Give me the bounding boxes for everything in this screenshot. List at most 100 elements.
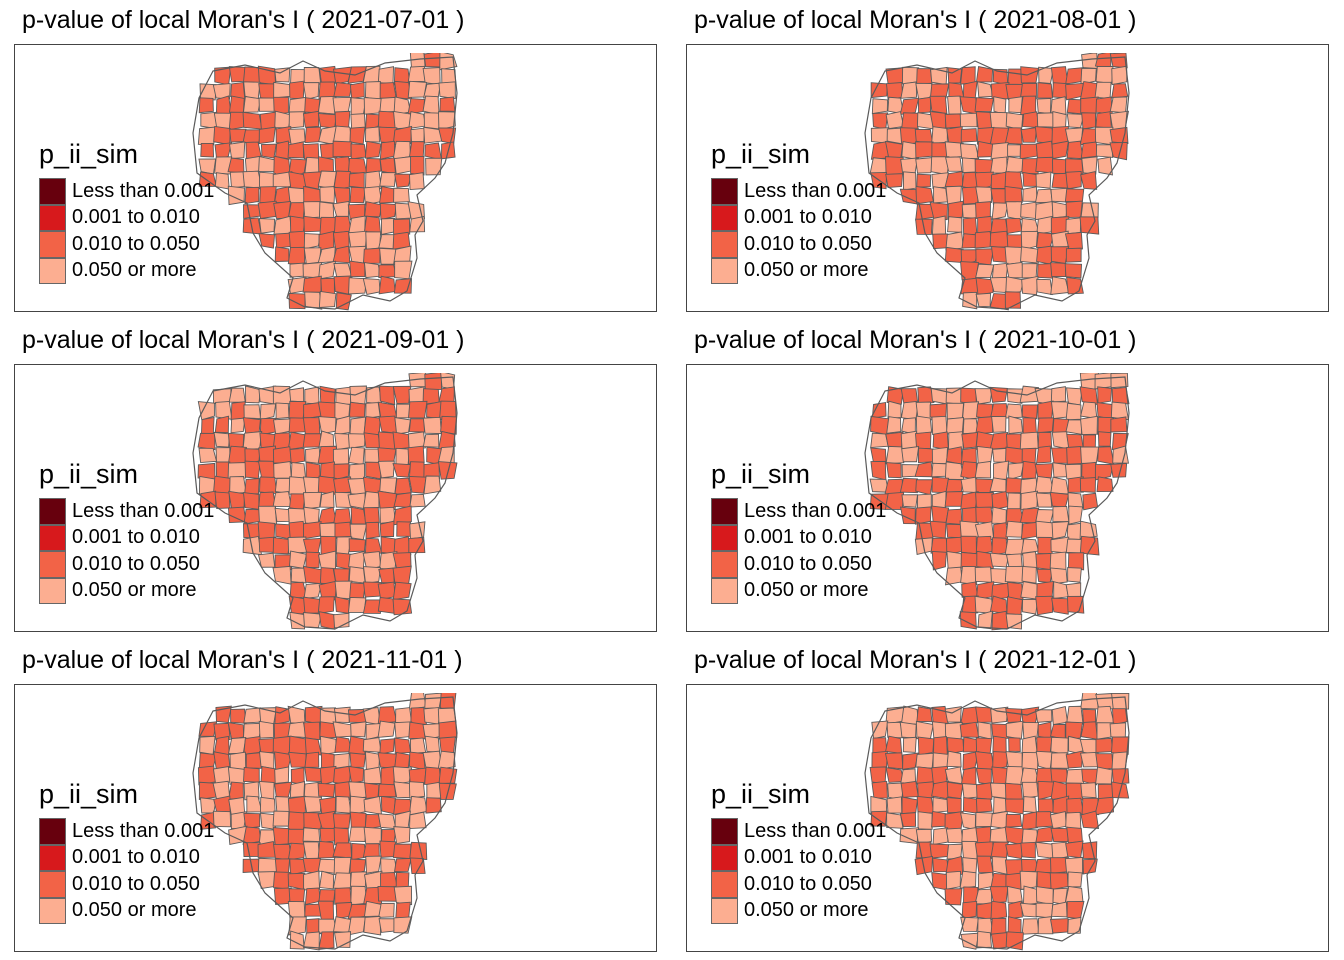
district-polygon [1034, 188, 1053, 204]
district-polygon [408, 781, 426, 799]
district-polygon [1065, 419, 1083, 435]
district-polygon [408, 111, 427, 130]
district-polygon [392, 431, 411, 450]
district-polygon [363, 507, 380, 526]
legend-swatch [39, 577, 66, 604]
district-polygon [245, 385, 261, 404]
district-polygon [929, 201, 948, 221]
district-polygon [1065, 200, 1083, 219]
district-polygon [1081, 841, 1098, 860]
district-polygon [989, 293, 1009, 311]
district-polygon [961, 157, 977, 174]
legend: p_ii_sim Less than 0.001 0.001 to 0.010 0.0… [39, 141, 214, 284]
district-polygon [1065, 402, 1082, 421]
district-polygon [392, 505, 412, 526]
district-polygon [334, 521, 353, 538]
choropleth-map [864, 373, 1130, 631]
district-polygon [333, 856, 352, 876]
district-polygon [424, 373, 443, 390]
district-polygon [257, 841, 277, 858]
legend-item: 0.010 to 0.050 [711, 551, 886, 578]
district-polygon [378, 264, 397, 279]
legend-swatch [39, 844, 66, 871]
district-polygon [1006, 596, 1023, 616]
choropleth-map [192, 373, 458, 630]
district-polygon [989, 477, 1007, 493]
district-polygon [377, 783, 397, 798]
district-polygon [915, 720, 934, 740]
district-polygon [244, 460, 261, 479]
legend-title: p_ii_sim [39, 139, 139, 169]
district-polygon [378, 567, 395, 584]
district-polygon [305, 447, 321, 465]
district-polygon [991, 202, 1009, 220]
district-polygon [899, 188, 918, 205]
district-polygon [975, 65, 994, 83]
district-polygon [363, 416, 381, 436]
district-polygon [1096, 476, 1114, 493]
district-polygon [1021, 752, 1039, 771]
district-polygon [1036, 112, 1054, 128]
district-polygon [243, 404, 262, 420]
district-polygon [915, 479, 934, 496]
district-polygon [200, 416, 215, 436]
district-polygon [1020, 66, 1039, 84]
district-polygon [900, 400, 919, 421]
district-polygon [915, 841, 933, 859]
district-polygon [1067, 476, 1084, 493]
district-polygon [302, 827, 321, 843]
map-panel: p-value of local Moran's I ( 2021-11-01 … [0, 640, 672, 960]
district-polygon [1097, 156, 1113, 176]
district-polygon [1005, 931, 1024, 951]
district-polygon [409, 215, 426, 233]
district-polygon [1049, 567, 1068, 585]
district-polygon [1037, 82, 1053, 99]
district-polygon [885, 431, 904, 449]
district-polygon [303, 612, 323, 629]
district-polygon [302, 82, 320, 100]
district-polygon [884, 478, 904, 495]
district-polygon [1038, 66, 1055, 84]
district-polygon [1065, 750, 1083, 769]
district-polygon [333, 463, 350, 481]
district-polygon [244, 155, 261, 173]
district-polygon [350, 113, 366, 130]
district-polygon [378, 415, 397, 434]
district-polygon [243, 736, 261, 755]
district-polygon [334, 887, 352, 905]
district-polygon [393, 858, 412, 872]
legend-item: 0.010 to 0.050 [711, 871, 886, 898]
district-polygon [362, 566, 381, 584]
district-polygon [379, 385, 396, 406]
district-polygon [960, 66, 976, 85]
district-polygon [947, 200, 964, 220]
district-polygon [1036, 245, 1053, 265]
district-polygon [975, 492, 995, 509]
panel-title: p-value of local Moran's I ( 2021-08-01 … [694, 6, 1137, 34]
district-polygon [1067, 567, 1082, 583]
district-polygon [1080, 96, 1099, 115]
district-polygon [242, 111, 263, 130]
district-polygon [870, 82, 888, 99]
legend-item: 0.001 to 0.010 [711, 844, 886, 871]
district-polygon [258, 126, 276, 145]
district-polygon [960, 767, 977, 786]
district-polygon [408, 400, 428, 419]
district-polygon [347, 433, 366, 449]
district-polygon [1021, 565, 1037, 584]
map-panel: p-value of local Moran's I ( 2021-08-01 … [672, 0, 1344, 320]
district-polygon [1109, 96, 1128, 114]
district-polygon [408, 461, 427, 478]
district-polygon [287, 141, 305, 159]
district-polygon [333, 827, 350, 846]
district-polygon [258, 780, 275, 801]
district-polygon [1036, 445, 1052, 464]
district-polygon [1050, 768, 1069, 783]
district-polygon [1005, 201, 1023, 221]
district-polygon [932, 796, 949, 814]
district-polygon [1066, 433, 1084, 448]
district-polygon [945, 508, 963, 525]
district-polygon [317, 900, 335, 920]
district-polygon [227, 737, 247, 754]
district-polygon [1020, 82, 1038, 100]
